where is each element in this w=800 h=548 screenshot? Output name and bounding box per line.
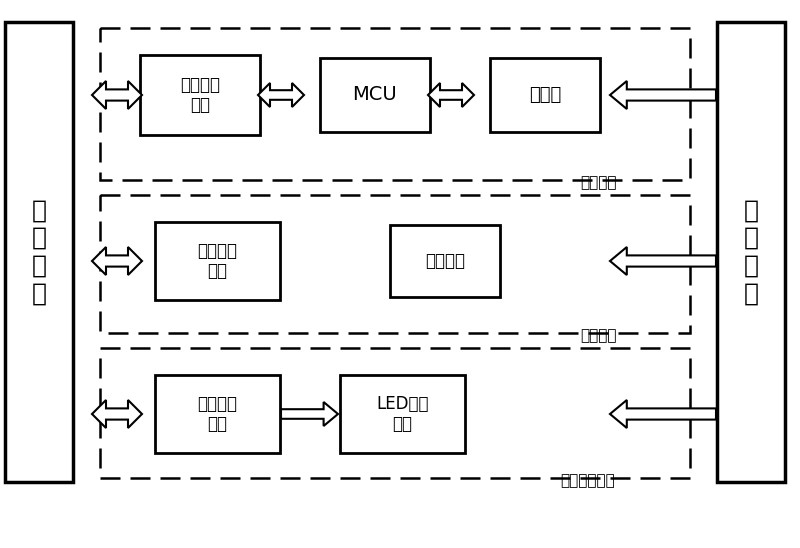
Bar — [717, 22, 785, 482]
Bar — [490, 58, 600, 132]
Text: 无线收发
单元: 无线收发 单元 — [180, 76, 220, 115]
Text: 弧形导轨: 弧形导轨 — [425, 252, 465, 270]
Polygon shape — [610, 247, 716, 275]
Text: MCU: MCU — [353, 85, 398, 105]
Bar — [100, 348, 690, 478]
Text: 通信模块: 通信模块 — [580, 175, 617, 190]
Bar — [155, 375, 280, 453]
Bar — [320, 58, 430, 132]
Text: 红外检测
模块: 红外检测 模块 — [198, 242, 238, 281]
Bar — [155, 222, 280, 300]
Text: LED显示
模块: LED显示 模块 — [376, 395, 429, 433]
Polygon shape — [258, 83, 304, 107]
Text: 电
源
模
块: 电 源 模 块 — [743, 198, 758, 306]
Polygon shape — [610, 81, 716, 109]
Polygon shape — [428, 83, 474, 107]
Bar — [140, 55, 260, 135]
Polygon shape — [92, 247, 142, 275]
Polygon shape — [92, 400, 142, 428]
Text: 电流检测
模块: 电流检测 模块 — [198, 395, 238, 433]
Text: 存储器: 存储器 — [529, 86, 561, 104]
Polygon shape — [281, 402, 338, 426]
Polygon shape — [92, 81, 142, 109]
Text: 控
制
模
块: 控 制 模 块 — [31, 198, 46, 306]
Bar — [390, 225, 500, 297]
Bar — [340, 375, 465, 453]
Bar — [5, 22, 73, 482]
Text: 定位模块: 定位模块 — [580, 328, 617, 343]
Text: 充电电路模块: 充电电路模块 — [560, 473, 614, 488]
Bar — [100, 195, 690, 333]
Bar — [100, 28, 690, 180]
Polygon shape — [610, 400, 716, 428]
